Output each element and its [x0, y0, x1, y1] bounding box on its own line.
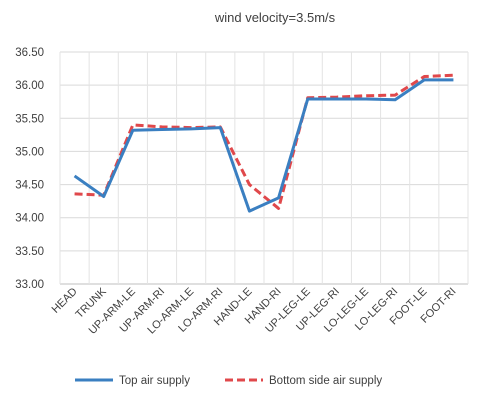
y-tick-label: 33.50 — [15, 246, 44, 258]
y-tick-label: 34.00 — [15, 213, 44, 225]
y-tick-label: 36.50 — [15, 47, 44, 59]
y-tick-label: 35.50 — [15, 113, 44, 125]
y-tick-label: 36.00 — [15, 80, 44, 92]
y-tick-label: 34.50 — [15, 180, 44, 192]
series-line-bottom-side-air-supply — [74, 73, 454, 210]
y-tick-label: 35.00 — [15, 146, 44, 158]
series-line-top-air-supply — [73, 78, 454, 213]
x-axis-ticks: HEADTRUNKUP-ARM-LEUP-ARM-RILO-ARM-LELO-A… — [50, 285, 459, 337]
legend: Top air supply Bottom side air supply — [75, 375, 382, 387]
legend-item-top-air-supply: Top air supply — [75, 375, 190, 387]
y-tick-label: 33.00 — [15, 279, 44, 291]
legend-label: Bottom side air supply — [269, 375, 382, 387]
series-lines — [73, 73, 454, 213]
chart-title: wind velocity=3.5m/s — [214, 10, 336, 25]
legend-label: Top air supply — [119, 375, 190, 387]
gridlines — [59, 51, 469, 285]
y-axis-ticks: 33.00 33.50 34.00 34.50 35.00 35.50 36.00 36.50 — [15, 47, 44, 291]
legend-item-bottom-side-air-supply: Bottom side air supply — [225, 375, 382, 387]
